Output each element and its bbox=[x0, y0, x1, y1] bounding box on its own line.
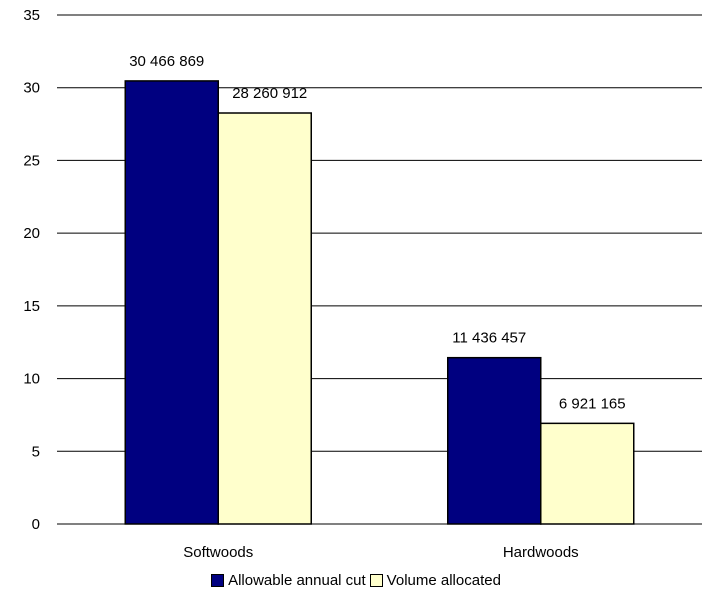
legend-swatch-volume-allocated bbox=[369, 573, 383, 587]
data-labels: 30 466 869 28 260 912 11 436 457 6 921 165 bbox=[129, 53, 625, 412]
legend-label-volume-allocated: Volume allocated bbox=[386, 571, 501, 589]
data-label: 28 260 912 bbox=[232, 85, 307, 102]
data-label: 6 921 165 bbox=[559, 395, 626, 412]
bar-hardwoods-allowable-annual-cut bbox=[447, 356, 542, 525]
y-tick-label: 10 bbox=[23, 371, 40, 388]
bar-softwoods-volume-allocated bbox=[217, 112, 312, 525]
category-label-hardwoods: Hardwoods bbox=[503, 544, 579, 561]
y-tick-label: 35 bbox=[23, 7, 40, 24]
y-tick-label: 0 bbox=[32, 516, 40, 533]
legend-swatch-allowable-annual-cut bbox=[211, 573, 225, 587]
bar-hardwoods-volume-allocated bbox=[540, 422, 635, 525]
category-labels: Softwoods Hardwoods bbox=[183, 544, 578, 561]
y-axis-tick-labels: 0 5 10 15 20 25 30 35 bbox=[23, 7, 40, 533]
y-tick-label: 5 bbox=[32, 443, 40, 460]
legend-label-allowable-annual-cut: Allowable annual cut bbox=[228, 571, 366, 589]
y-tick-label: 20 bbox=[23, 225, 40, 242]
data-label: 11 436 457 bbox=[452, 330, 526, 347]
category-label-softwoods: Softwoods bbox=[183, 544, 253, 561]
bar-softwoods-allowable-annual-cut bbox=[124, 80, 219, 525]
legend-item-allowable-annual-cut: Allowable annual cut bbox=[211, 572, 366, 589]
legend: Allowable annual cut Volume allocated bbox=[0, 570, 712, 590]
data-label: 30 466 869 bbox=[129, 53, 204, 70]
y-tick-label: 30 bbox=[23, 80, 40, 97]
bars bbox=[124, 80, 635, 525]
bar-chart: 0 5 10 15 20 25 30 35 30 466 869 28 260 912 11 43… bbox=[23, 7, 702, 561]
y-tick-label: 25 bbox=[23, 152, 40, 169]
y-tick-label: 15 bbox=[23, 298, 40, 315]
legend-item-volume-allocated: Volume allocated bbox=[369, 571, 501, 589]
